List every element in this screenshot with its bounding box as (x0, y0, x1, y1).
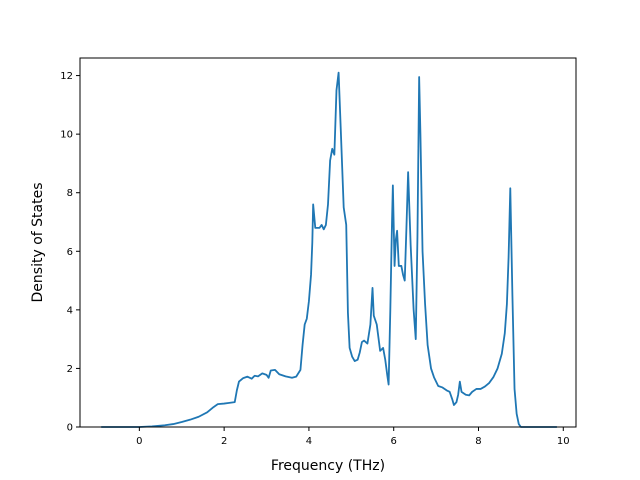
x-tick-label: 6 (391, 436, 397, 447)
y-tick-label: 6 (67, 247, 73, 258)
y-tick-label: 2 (67, 364, 73, 375)
x-axis-ticks: 0 2 4 6 8 10 (136, 427, 570, 447)
y-tick-label: 12 (60, 71, 73, 82)
y-axis-ticks: 0 2 4 6 8 10 12 (60, 71, 80, 434)
plot-area (101, 71, 557, 428)
dos-series-line (101, 71, 557, 428)
y-tick-label: 0 (67, 423, 73, 434)
x-tick-label: 8 (475, 436, 481, 447)
y-tick-label: 4 (67, 305, 73, 316)
x-tick-label: 10 (557, 436, 570, 447)
x-tick-label: 2 (221, 436, 227, 447)
y-axis-title: Density of States (30, 183, 46, 303)
axes-frame (79, 57, 577, 428)
y-tick-label: 8 (67, 188, 73, 199)
x-axis-title: Frequency (THz) (271, 458, 385, 474)
y-tick-label: 10 (60, 130, 73, 141)
x-tick-label: 0 (136, 436, 142, 447)
x-tick-label: 4 (306, 436, 312, 447)
